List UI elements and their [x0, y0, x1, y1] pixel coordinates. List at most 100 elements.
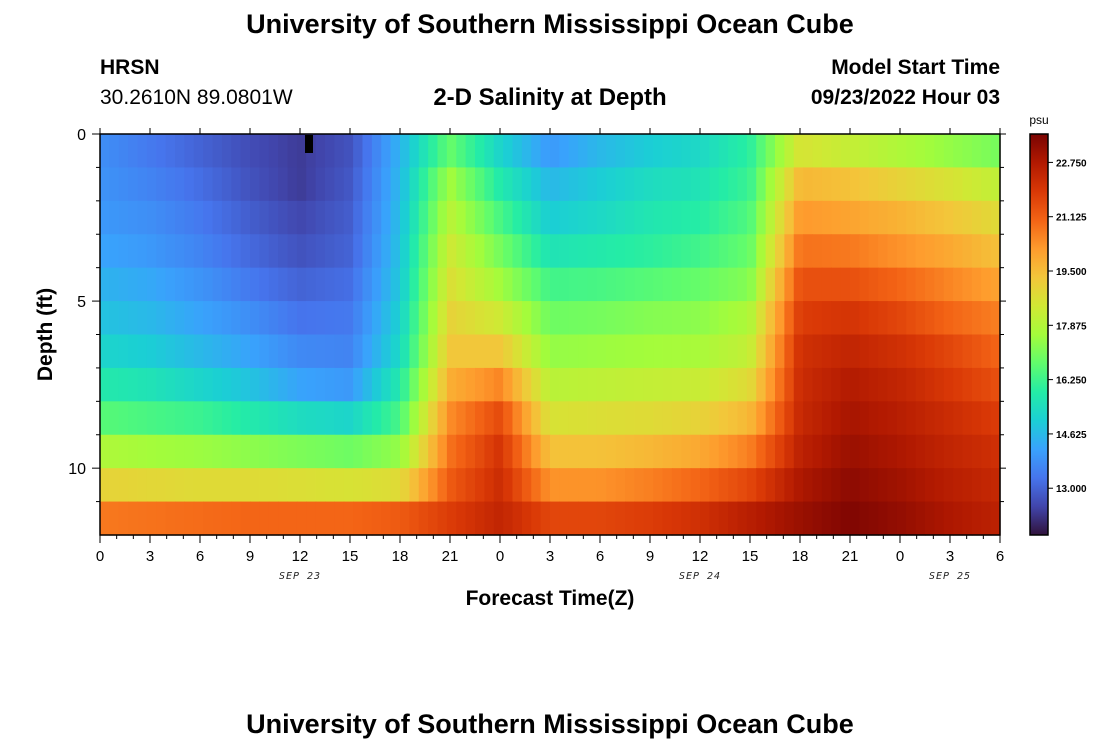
heatmap-cell — [334, 301, 345, 336]
heatmap-cell — [943, 267, 954, 302]
heatmap-cell — [587, 334, 598, 369]
heatmap-cell — [746, 134, 757, 169]
heatmap-cell — [296, 367, 307, 402]
heatmap-cell — [756, 434, 767, 469]
model-start-label: Model Start Time — [831, 56, 1000, 79]
heatmap-cell — [306, 301, 317, 336]
heatmap-cell — [925, 167, 935, 202]
heatmap-cell — [484, 267, 495, 302]
heatmap-cell — [793, 434, 804, 469]
heatmap-cell — [765, 468, 776, 503]
heatmap-cell — [971, 501, 982, 536]
heatmap-cell — [428, 167, 439, 202]
heatmap-cell — [653, 367, 664, 402]
heatmap-cell — [878, 200, 889, 235]
heatmap-cell — [156, 468, 167, 503]
heatmap-cell — [868, 200, 879, 235]
heatmap-cell — [325, 401, 335, 436]
heatmap-cell — [362, 167, 373, 202]
heatmap-cell — [915, 334, 926, 369]
heatmap-cell — [521, 200, 532, 235]
heatmap-cell — [859, 401, 870, 436]
heatmap-cell — [221, 200, 232, 235]
heatmap-cell — [493, 401, 504, 436]
heatmap-cell — [231, 367, 242, 402]
heatmap-cell — [596, 267, 607, 302]
heatmap-cell — [784, 367, 795, 402]
heatmap-cell — [821, 301, 832, 336]
heatmap-cell — [306, 468, 317, 503]
x-tick-label: 12 — [292, 548, 309, 565]
heatmap-cell — [231, 167, 242, 202]
heatmap-cell — [268, 401, 279, 436]
heatmap-cell — [690, 401, 701, 436]
heatmap-cell — [821, 468, 832, 503]
heatmap-cell — [568, 301, 579, 336]
heatmap-cell — [165, 367, 176, 402]
heatmap-cell — [643, 301, 654, 336]
heatmap-cell — [643, 401, 654, 436]
heatmap-cell — [278, 234, 289, 269]
heatmap-cell — [718, 401, 729, 436]
heatmap-cell — [990, 234, 1001, 269]
heatmap-cell — [681, 334, 692, 369]
heatmap-cell — [146, 334, 157, 369]
heatmap-cell — [193, 401, 204, 436]
heatmap-cell — [446, 334, 457, 369]
heatmap-cell — [109, 301, 120, 336]
heatmap-cell — [287, 200, 298, 235]
heatmap-cell — [915, 167, 926, 202]
heatmap-cell — [831, 134, 842, 169]
heatmap-cell — [896, 367, 907, 402]
heatmap-cell — [606, 468, 617, 503]
heatmap-cell — [184, 301, 195, 336]
heatmap-cell — [250, 267, 260, 302]
heatmap-cell — [278, 334, 289, 369]
heatmap-cell — [503, 267, 514, 302]
heatmap-cell — [240, 234, 251, 269]
heatmap-cell — [362, 501, 373, 536]
heatmap-cell — [615, 200, 626, 235]
heatmap-cell — [193, 200, 204, 235]
heatmap-cell — [765, 267, 776, 302]
heatmap-cell — [484, 367, 495, 402]
heatmap-cell — [203, 501, 214, 536]
heatmap-cell — [203, 334, 214, 369]
heatmap-cell — [296, 334, 307, 369]
heatmap-cell — [681, 134, 692, 169]
heatmap-cell — [456, 301, 467, 336]
heatmap-cell — [962, 401, 973, 436]
heatmap-cell — [634, 334, 645, 369]
heatmap-cell — [409, 334, 420, 369]
heatmap-cell — [306, 200, 317, 235]
heatmap-cell — [868, 468, 879, 503]
heatmap-cell — [203, 134, 214, 169]
heatmap-cell — [437, 501, 448, 536]
heatmap-cell — [971, 468, 982, 503]
heatmap-cell — [156, 234, 167, 269]
heatmap-cell — [231, 434, 242, 469]
heatmap-cell — [906, 367, 917, 402]
heatmap-cell — [653, 167, 664, 202]
heatmap-cell — [718, 134, 729, 169]
heatmap-cell — [193, 301, 204, 336]
heatmap-cell — [446, 501, 457, 536]
heatmap-cell — [118, 401, 129, 436]
heatmap-cell — [371, 134, 382, 169]
heatmap-cell — [728, 267, 739, 302]
colorbar-unit: psu — [1029, 113, 1048, 127]
heatmap-cell — [465, 334, 476, 369]
heatmap-cell — [287, 367, 298, 402]
heatmap-cell — [315, 134, 326, 169]
heatmap-cell — [465, 468, 476, 503]
heatmap-cell — [896, 200, 907, 235]
heatmap-cell — [568, 200, 579, 235]
colorbar-ticks: 13.000 14.625 16.250 17.875 19.500 21.125 22.7… — [1048, 158, 1087, 495]
heatmap-cell — [465, 401, 476, 436]
heatmap-cell — [193, 267, 204, 302]
heatmap-cell — [175, 434, 185, 469]
heatmap-cell — [156, 401, 167, 436]
heatmap-cell — [671, 468, 682, 503]
heatmap-cell — [671, 367, 682, 402]
heatmap-cell — [756, 301, 767, 336]
